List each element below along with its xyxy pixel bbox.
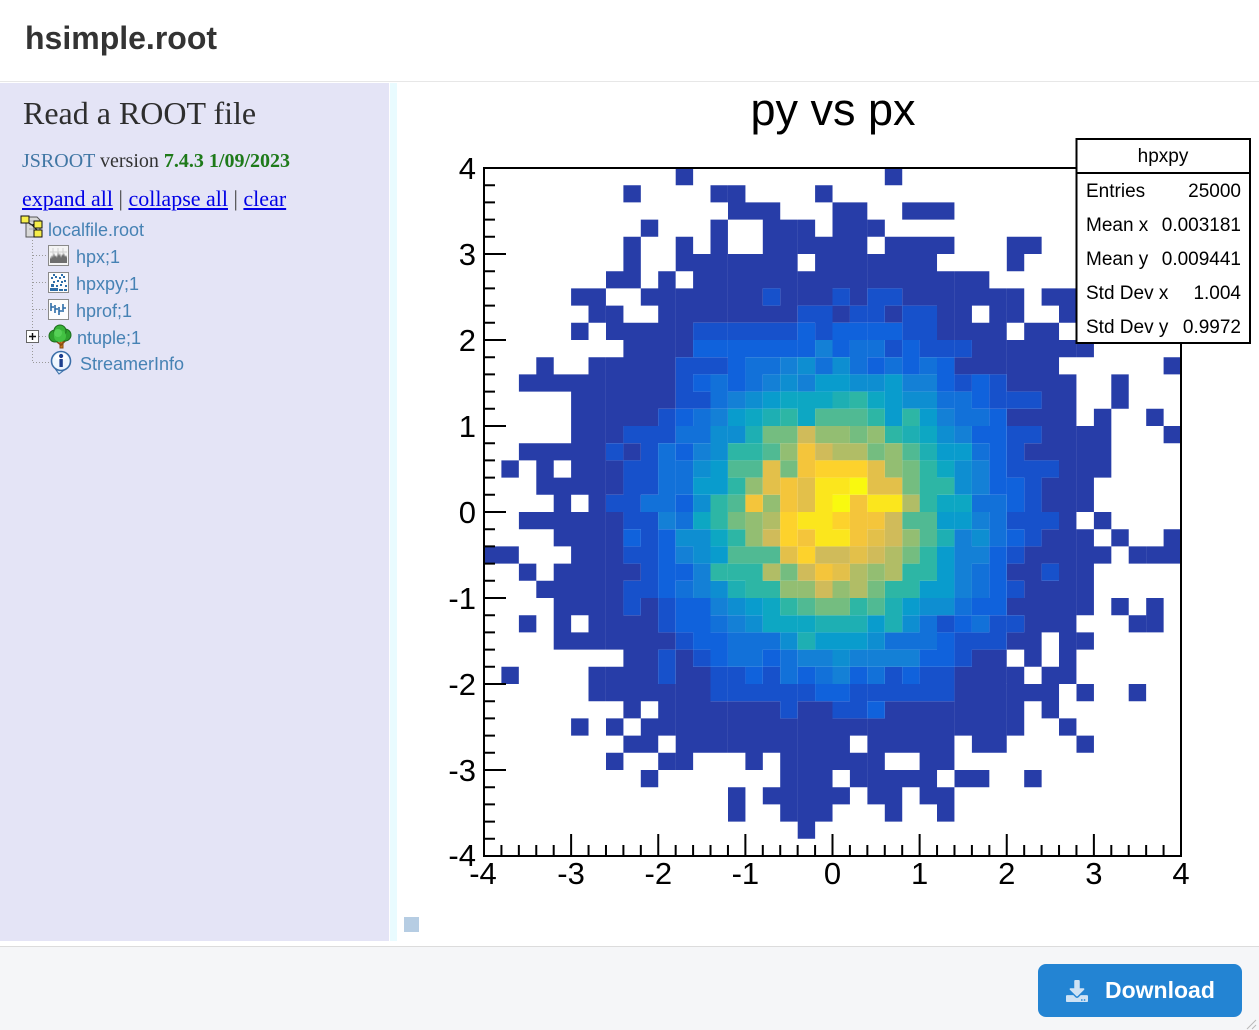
svg-text:0.9972: 0.9972 — [1183, 317, 1241, 338]
svg-text:-4: -4 — [469, 856, 497, 891]
svg-text:-2: -2 — [645, 856, 673, 891]
svg-text:Std Dev x: Std Dev x — [1086, 283, 1169, 304]
svg-text:1: 1 — [911, 856, 928, 891]
svg-text:Std Dev y: Std Dev y — [1086, 317, 1169, 338]
svg-text:-4: -4 — [448, 838, 476, 873]
svg-text:25000: 25000 — [1188, 181, 1241, 202]
svg-text:2: 2 — [998, 856, 1015, 891]
svg-text:0.003181: 0.003181 — [1162, 215, 1241, 236]
svg-text:-1: -1 — [448, 581, 476, 616]
svg-text:0.009441: 0.009441 — [1162, 249, 1241, 270]
svg-text:-2: -2 — [448, 667, 476, 702]
svg-text:-3: -3 — [448, 753, 476, 788]
svg-text:-1: -1 — [732, 856, 760, 891]
svg-text:3: 3 — [1085, 856, 1102, 891]
svg-text:4: 4 — [459, 151, 476, 186]
svg-text:1.004: 1.004 — [1193, 283, 1241, 304]
svg-text:3: 3 — [459, 237, 476, 272]
svg-text:Entries: Entries — [1086, 181, 1145, 202]
svg-text:Mean y: Mean y — [1086, 249, 1149, 270]
svg-text:2: 2 — [459, 323, 476, 358]
svg-text:hpxpy: hpxpy — [1138, 146, 1189, 167]
svg-text:0: 0 — [459, 495, 476, 530]
svg-text:1: 1 — [459, 409, 476, 444]
svg-text:-3: -3 — [557, 856, 585, 891]
svg-text:0: 0 — [824, 856, 841, 891]
svg-text:py vs px: py vs px — [750, 84, 916, 135]
svg-text:4: 4 — [1172, 856, 1189, 891]
svg-text:Mean x: Mean x — [1086, 215, 1149, 236]
